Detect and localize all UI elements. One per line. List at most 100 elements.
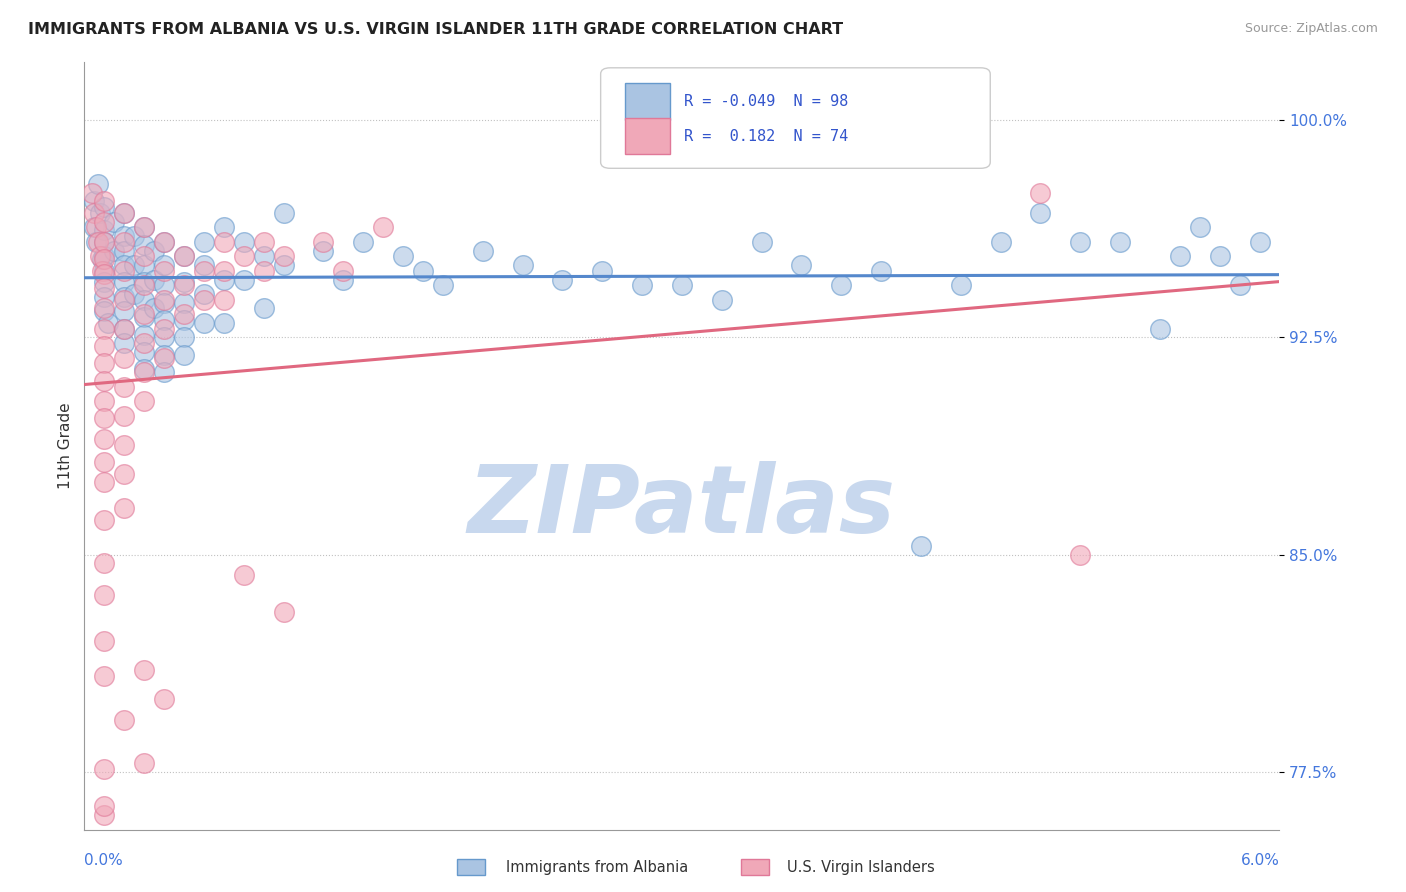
- Point: [1149, 322, 1171, 336]
- Point: [132, 394, 156, 409]
- Point: [173, 249, 195, 263]
- Text: Source: ZipAtlas.com: Source: ZipAtlas.com: [1244, 22, 1378, 36]
- Point: [212, 235, 235, 249]
- Point: [173, 278, 195, 293]
- Point: [93, 267, 115, 281]
- Point: [830, 278, 852, 293]
- Point: [87, 177, 110, 191]
- Point: [173, 295, 195, 310]
- Point: [93, 235, 115, 249]
- Point: [91, 264, 114, 278]
- Text: U.S. Virgin Islanders: U.S. Virgin Islanders: [787, 860, 935, 874]
- Point: [112, 264, 135, 278]
- Point: [112, 229, 135, 244]
- Point: [153, 348, 176, 362]
- Point: [232, 235, 254, 249]
- Point: [173, 330, 195, 344]
- Point: [143, 244, 166, 258]
- Point: [93, 357, 115, 371]
- Point: [93, 194, 115, 209]
- Point: [132, 220, 156, 235]
- Point: [273, 206, 295, 220]
- Point: [103, 214, 125, 228]
- Point: [112, 276, 135, 290]
- Point: [112, 336, 135, 351]
- Point: [173, 276, 195, 290]
- Point: [132, 664, 156, 678]
- Point: [86, 220, 108, 235]
- Point: [91, 252, 114, 267]
- Point: [132, 365, 156, 379]
- Point: [910, 539, 932, 553]
- Point: [631, 278, 654, 293]
- Point: [143, 272, 166, 286]
- Point: [93, 264, 115, 278]
- Point: [153, 258, 176, 272]
- Point: [1029, 186, 1052, 200]
- Point: [153, 293, 176, 307]
- Point: [412, 264, 434, 278]
- Point: [193, 258, 215, 272]
- Text: 6.0%: 6.0%: [1240, 853, 1279, 868]
- Point: [132, 756, 156, 770]
- Point: [193, 316, 215, 330]
- Point: [83, 220, 105, 235]
- Point: [112, 501, 135, 516]
- Point: [112, 379, 135, 393]
- Point: [112, 409, 135, 423]
- Point: [132, 220, 156, 235]
- Point: [751, 235, 773, 249]
- FancyBboxPatch shape: [600, 68, 990, 169]
- Point: [93, 276, 115, 290]
- Point: [173, 307, 195, 321]
- Point: [153, 330, 176, 344]
- FancyBboxPatch shape: [457, 859, 485, 875]
- Point: [132, 237, 156, 252]
- Point: [212, 316, 235, 330]
- Point: [122, 287, 145, 301]
- Point: [93, 808, 115, 822]
- Y-axis label: 11th Grade: 11th Grade: [58, 402, 73, 490]
- Point: [153, 313, 176, 327]
- Point: [93, 301, 115, 316]
- Text: R =  0.182  N = 74: R = 0.182 N = 74: [685, 128, 849, 144]
- Point: [1209, 249, 1232, 263]
- Point: [93, 339, 115, 353]
- Point: [93, 556, 115, 570]
- Point: [312, 244, 335, 258]
- Point: [97, 316, 120, 330]
- Point: [949, 278, 972, 293]
- Point: [112, 304, 135, 318]
- FancyBboxPatch shape: [624, 83, 671, 120]
- Point: [232, 249, 254, 263]
- Point: [112, 244, 135, 258]
- Point: [112, 206, 135, 220]
- Point: [173, 348, 195, 362]
- Point: [93, 634, 115, 648]
- Point: [273, 249, 295, 263]
- Point: [112, 293, 135, 307]
- Point: [82, 186, 104, 200]
- Point: [153, 322, 176, 336]
- Point: [86, 235, 108, 249]
- Point: [671, 278, 693, 293]
- Text: ZIPatlas: ZIPatlas: [468, 461, 896, 553]
- Point: [132, 362, 156, 376]
- Point: [173, 249, 195, 263]
- Point: [232, 272, 254, 286]
- Point: [512, 258, 534, 272]
- Point: [93, 762, 115, 776]
- Point: [253, 264, 276, 278]
- Point: [93, 799, 115, 814]
- Point: [1249, 235, 1271, 249]
- Point: [212, 272, 235, 286]
- Point: [93, 252, 115, 267]
- Point: [173, 313, 195, 327]
- Point: [332, 272, 354, 286]
- Point: [1069, 548, 1091, 562]
- Point: [153, 692, 176, 706]
- FancyBboxPatch shape: [624, 118, 671, 154]
- Point: [1168, 249, 1191, 263]
- Point: [112, 290, 135, 304]
- Point: [112, 322, 135, 336]
